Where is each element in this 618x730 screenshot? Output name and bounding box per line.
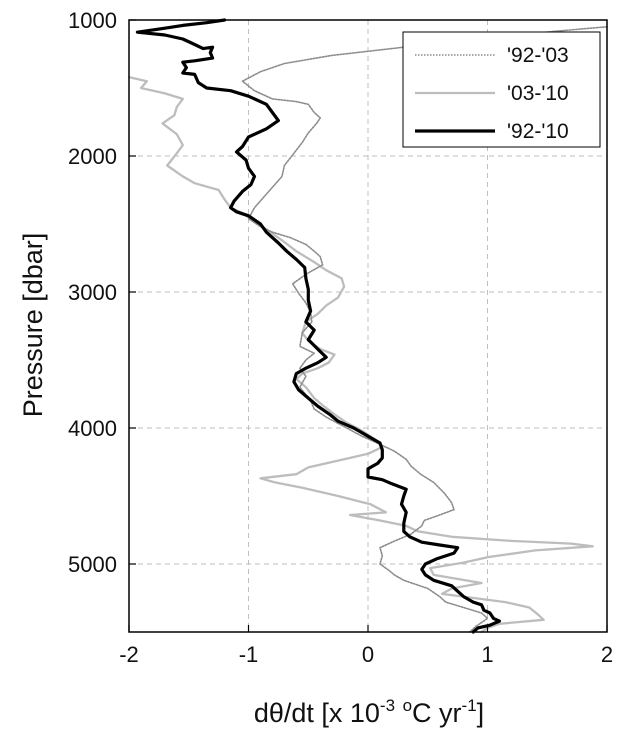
y-tick-label: 4000: [68, 416, 117, 441]
x-tick-label: 2: [601, 642, 613, 667]
series-line-1: [127, 75, 594, 634]
x-tick-label: -1: [239, 642, 259, 667]
y-tick-label: 3000: [68, 280, 117, 305]
x-tick-label: 1: [481, 642, 493, 667]
series-line-2: [135, 18, 501, 634]
x-tick-label: 0: [362, 642, 374, 667]
y-tick-label: 2000: [68, 144, 117, 169]
legend-box: [402, 31, 601, 148]
x-tick-label: -2: [119, 642, 139, 667]
y-tick-label: 1000: [68, 8, 117, 33]
ticks: -2 -1 0 1 2 1000 2000 3000 4000 5000: [68, 8, 613, 667]
legend-label-92-10: '92-'10: [507, 120, 569, 143]
grid: [129, 20, 607, 632]
legend-label-03-10: '03-'10: [507, 82, 569, 105]
y-tick-label: 5000: [68, 552, 117, 577]
y-axis-label: Pressure [dbar]: [18, 233, 48, 418]
x-axis-label: dθ/dt [x 10-3 oC yr-1]: [254, 696, 484, 728]
legend-label-92-03: '92-'03: [507, 44, 569, 67]
legend: '92-'03 '03-'10 '92-'10: [402, 31, 601, 148]
series-group: [127, 18, 608, 634]
series-line-0: [241, 26, 608, 633]
